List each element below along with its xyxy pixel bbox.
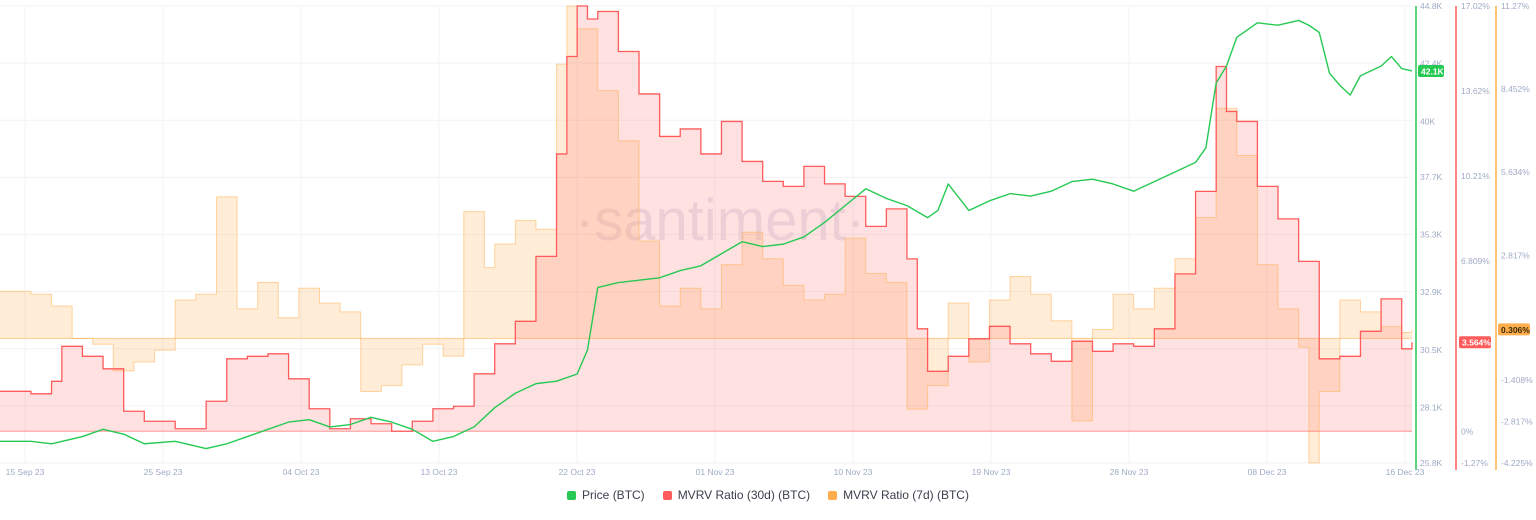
x-tick-label: 15 Sep 23	[6, 467, 45, 477]
axis-label-mvrv-7d: 2.817%	[1501, 250, 1530, 260]
badge-mvrv-7d: 0.306%	[1501, 325, 1530, 335]
axis-label-price: 35.3K	[1420, 230, 1443, 240]
x-tick-label: 04 Oct 23	[283, 467, 320, 477]
badge-mvrv-30d: 3.564%	[1462, 338, 1491, 348]
axis-label-mvrv-7d: -2.817%	[1501, 416, 1533, 426]
area-mvrv-30d	[0, 6, 1412, 432]
axis-label-mvrv-7d: -4.225%	[1501, 458, 1533, 468]
axis-label-mvrv-30d: 6.809%	[1461, 256, 1490, 266]
x-tick-label: 22 Oct 23	[559, 467, 596, 477]
legend-item-price[interactable]: Price (BTC)	[567, 488, 645, 502]
axes: 44.8K 42.4K 40K 37.7K 35.3K 32.9K 30.5K 28.1K 25…	[6, 1, 1533, 477]
current-value-badges: 42.1K 3.564% 0.306%	[1418, 64, 1530, 349]
badge-mvrv-30d-bg	[1459, 336, 1491, 349]
legend-label-price: Price (BTC)	[582, 488, 645, 502]
chart-plot: ·santiment· 44.8K 42.4K 40K 37.7K 35.3K 32.9K…	[0, 1, 1533, 477]
legend-swatch-mvrv-30d	[662, 490, 672, 500]
x-tick-label: 25 Sep 23	[144, 467, 183, 477]
legend-item-mvrv-30d[interactable]: MVRV Ratio (30d) (BTC)	[662, 488, 811, 502]
axis-label-price: 25.8K	[1420, 458, 1443, 468]
line-mvrv-7d	[0, 5, 1413, 464]
x-tick-label: 19 Nov 23	[972, 467, 1011, 477]
legend-swatch-mvrv-7d	[828, 490, 838, 500]
axis-label-price: 40K	[1420, 116, 1435, 126]
axis-label-mvrv-7d: 8.452%	[1501, 84, 1530, 94]
x-tick-label: 01 Nov 23	[696, 467, 735, 477]
axis-label-mvrv-30d: -1.27%	[1461, 458, 1488, 468]
legend-label-mvrv-7d: MVRV Ratio (7d) (BTC)	[843, 488, 969, 502]
axis-label-mvrv-30d: 0%	[1461, 426, 1474, 436]
axis-label-price: 37.7K	[1420, 172, 1443, 182]
axis-label-mvrv-7d: 5.634%	[1501, 167, 1530, 177]
x-tick-label: 13 Oct 23	[421, 467, 458, 477]
axis-label-price: 32.9K	[1420, 287, 1443, 297]
axis-label-mvrv-7d: -1.408%	[1501, 375, 1533, 385]
series-lines	[0, 5, 1413, 464]
watermark: ·santiment·	[575, 188, 865, 253]
axis-label-mvrv-7d: 11.27%	[1501, 1, 1530, 11]
chart-legend: Price (BTC) MVRV Ratio (30d) (BTC) MVRV …	[0, 488, 1536, 502]
x-tick-label: 10 Nov 23	[834, 467, 873, 477]
grid-lines	[0, 5, 1412, 464]
axis-label-mvrv-30d: 10.21%	[1461, 171, 1490, 181]
x-tick-label: 08 Dec 23	[1248, 467, 1287, 477]
legend-swatch-price	[567, 490, 577, 500]
axis-label-price: 44.8K	[1420, 1, 1443, 11]
axis-label-mvrv-30d: 13.62%	[1461, 86, 1490, 96]
axis-label-mvrv-30d: 17.02%	[1461, 1, 1490, 11]
legend-label-mvrv-30d: MVRV Ratio (30d) (BTC)	[677, 488, 811, 502]
axis-label-price: 28.1K	[1420, 403, 1443, 413]
legend-item-mvrv-7d[interactable]: MVRV Ratio (7d) (BTC)	[828, 488, 969, 502]
badge-price: 42.1K	[1421, 66, 1445, 76]
line-mvrv-30d	[0, 5, 1413, 432]
series-areas	[0, 6, 1412, 463]
line-price	[0, 19, 1413, 450]
badge-price-bg	[1418, 64, 1444, 77]
axis-label-price: 30.5K	[1420, 345, 1443, 355]
x-tick-label: 28 Nov 23	[1110, 467, 1149, 477]
axis-label-price: 42.4K	[1420, 59, 1443, 69]
x-tick-label: 16 Dec 23	[1386, 467, 1425, 477]
badge-mvrv-7d-bg	[1498, 323, 1530, 336]
